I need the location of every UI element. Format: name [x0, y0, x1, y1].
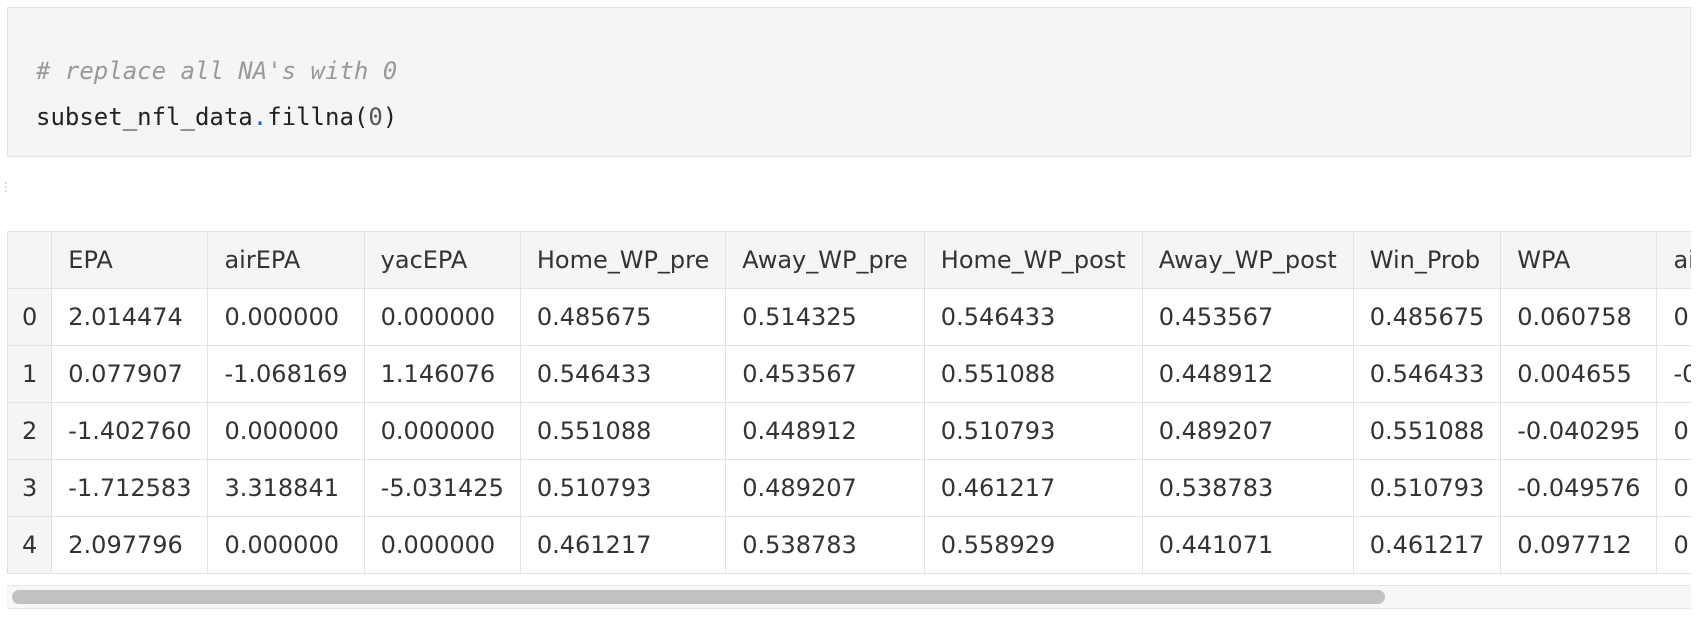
table-cell: -0.040295	[1500, 402, 1658, 460]
table-cell: 2.097796	[51, 516, 209, 574]
code-editor[interactable]: # replace all NA's with 0 subset_nfl_dat…	[36, 48, 397, 140]
dataframe-table: EPA airEPA yacEPA Home_WP_pre Away_WP_pr…	[7, 231, 1691, 574]
code-close-paren: )	[382, 103, 398, 131]
column-header: Home_WP_post	[923, 231, 1143, 289]
table-cell: 0.453567	[1141, 288, 1354, 346]
column-header: Win_Prob	[1352, 231, 1502, 289]
table-cell: 0.538783	[725, 516, 925, 574]
header-row: EPA airEPA yacEPA Home_WP_pre Away_WP_pr…	[7, 231, 1691, 289]
table-row: 0 2.014474 0.000000 0.000000 0.485675 0.…	[7, 288, 1691, 346]
table-cell: 0.461217	[519, 516, 727, 574]
column-header: yacEPA	[363, 231, 521, 289]
code-object: subset_nfl_data	[36, 103, 253, 131]
table-cell: 0.453567	[725, 345, 925, 403]
row-index: 3	[7, 459, 53, 517]
code-dot: .	[252, 103, 268, 131]
row-index: 2	[7, 402, 53, 460]
table-cell: 0.485675	[519, 288, 727, 346]
table-cell: -5.031425	[363, 459, 521, 517]
dataframe-output[interactable]: EPA airEPA yacEPA Home_WP_pre Away_WP_pr…	[7, 231, 1691, 583]
table-cell: 0.546433	[923, 288, 1143, 346]
table-cell: 0.000000	[1656, 402, 1691, 460]
row-index: 4	[7, 516, 53, 574]
table-cell: 0.000000	[207, 516, 365, 574]
table-row: 1 0.077907 -1.068169 1.146076 0.546433 0…	[7, 345, 1691, 403]
table-cell: 0.441071	[1141, 516, 1354, 574]
column-header: airEPA	[207, 231, 365, 289]
table-cell: 0.558929	[923, 516, 1143, 574]
column-header: Away_WP_post	[1141, 231, 1354, 289]
table-cell: 2.014474	[51, 288, 209, 346]
column-header: EPA	[51, 231, 209, 289]
table-cell: 0.489207	[1141, 402, 1354, 460]
horizontal-scrollbar[interactable]	[7, 585, 1691, 609]
table-cell: 0.514325	[725, 288, 925, 346]
code-argument: 0	[368, 103, 383, 131]
table-cell: 1.146076	[363, 345, 521, 403]
scrollbar-thumb[interactable]	[12, 590, 1385, 604]
index-header	[7, 231, 53, 289]
table-cell: 0.448912	[1141, 345, 1354, 403]
table-cell: 0.004655	[1500, 345, 1658, 403]
code-open-paren: (	[353, 103, 369, 131]
table-cell: 0.546433	[1352, 345, 1502, 403]
table-cell: 0.000000	[363, 516, 521, 574]
table-cell: -1.402760	[51, 402, 209, 460]
column-header: WPA	[1500, 231, 1658, 289]
table-cell: 0.510793	[519, 459, 727, 517]
table-cell: 0.097712	[1500, 516, 1658, 574]
table-cell: 0.546433	[519, 345, 727, 403]
table-cell: 0.461217	[923, 459, 1143, 517]
table-cell: 0.489207	[725, 459, 925, 517]
output-marker: ⋮	[0, 180, 12, 194]
row-index: 1	[7, 345, 53, 403]
table-cell: 0.538783	[1141, 459, 1354, 517]
table-cell: 0.000000	[1656, 288, 1691, 346]
table-cell: 0.060758	[1500, 288, 1658, 346]
table-cell: -0.049576	[1500, 459, 1658, 517]
table-cell: 0.077907	[51, 345, 209, 403]
code-method: fillna	[267, 103, 354, 131]
table-cell: 0.000000	[207, 402, 365, 460]
table-cell: 0.448912	[725, 402, 925, 460]
table-row: 3 -1.712583 3.318841 -5.031425 0.510793 …	[7, 459, 1691, 517]
row-index: 0	[7, 288, 53, 346]
code-comment: # replace all NA's with 0	[36, 57, 398, 85]
column-header: Home_WP_pre	[519, 231, 727, 289]
table-row: 4 2.097796 0.000000 0.000000 0.461217 0.…	[7, 516, 1691, 574]
table-cell: 0.551088	[1352, 402, 1502, 460]
table-cell: 0.000000	[1656, 516, 1691, 574]
table-cell: 0.485675	[1352, 288, 1502, 346]
table-cell: 0.106663	[1656, 459, 1691, 517]
table-cell: 0.551088	[519, 402, 727, 460]
table-cell: 3.318841	[207, 459, 365, 517]
table-cell: -1.712583	[51, 459, 209, 517]
table-cell: 0.510793	[923, 402, 1143, 460]
table-cell: 0.000000	[363, 288, 521, 346]
table-cell: -1.068169	[207, 345, 365, 403]
table-cell: 0.461217	[1352, 516, 1502, 574]
table-cell: 0.510793	[1352, 459, 1502, 517]
table-cell: -0.032244	[1656, 345, 1691, 403]
table-cell: 0.000000	[207, 288, 365, 346]
code-cell[interactable]: # replace all NA's with 0 subset_nfl_dat…	[7, 7, 1691, 157]
table-cell: 0.000000	[363, 402, 521, 460]
column-header: airWPA	[1656, 231, 1691, 289]
column-header: Away_WP_pre	[725, 231, 925, 289]
table-row: 2 -1.402760 0.000000 0.000000 0.551088 0…	[7, 402, 1691, 460]
table-cell: 0.551088	[923, 345, 1143, 403]
